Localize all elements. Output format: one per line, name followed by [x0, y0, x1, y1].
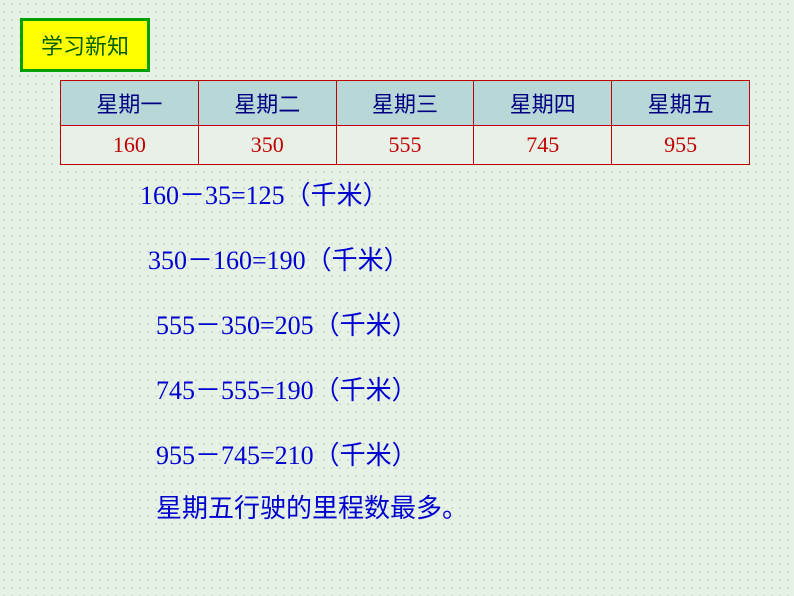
badge-label: 学习新知: [41, 34, 129, 59]
data-table-container: 星期一 星期二 星期三 星期四 星期五 160 350 555 745 955: [60, 80, 750, 165]
table-header-cell: 星期一: [61, 81, 199, 126]
equation-line: 955－745=210（千米）: [156, 435, 468, 472]
table-header-cell: 星期三: [336, 81, 474, 126]
equation-line: 160－35=125（千米）: [140, 175, 468, 212]
table-data-cell: 955: [612, 126, 750, 165]
table-data-cell: 160: [61, 126, 199, 165]
equation-line: 745－555=190（千米）: [156, 370, 468, 407]
equation-line: 555－350=205（千米）: [156, 305, 468, 342]
table-data-row: 160 350 555 745 955: [61, 126, 750, 165]
table-data-cell: 555: [336, 126, 474, 165]
weekday-table: 星期一 星期二 星期三 星期四 星期五 160 350 555 745 955: [60, 80, 750, 165]
table-header-cell: 星期五: [612, 81, 750, 126]
table-data-cell: 745: [474, 126, 612, 165]
lesson-badge: 学习新知: [20, 18, 150, 72]
table-header-cell: 星期四: [474, 81, 612, 126]
table-header-cell: 星期二: [198, 81, 336, 126]
equation-line: 350－160=190（千米）: [148, 240, 468, 277]
table-header-row: 星期一 星期二 星期三 星期四 星期五: [61, 81, 750, 126]
table-data-cell: 350: [198, 126, 336, 165]
equations-block: 160－35=125（千米） 350－160=190（千米） 555－350=2…: [140, 175, 468, 525]
conclusion-text: 星期五行驶的里程数最多。: [156, 488, 468, 525]
